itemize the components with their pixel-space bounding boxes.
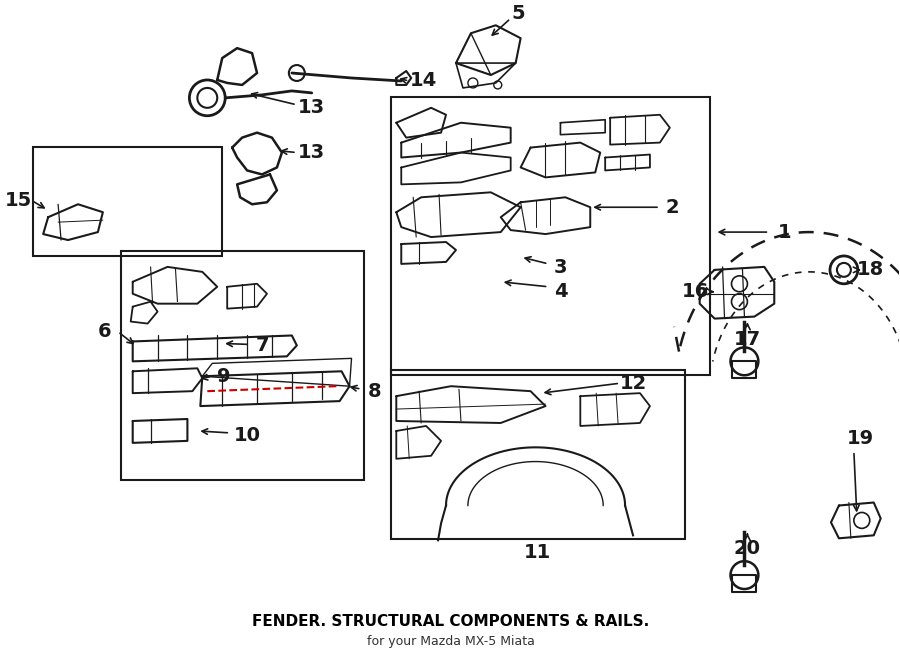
Bar	[33, 147, 222, 256]
Text: 20: 20	[734, 539, 760, 558]
Text: 4: 4	[554, 282, 567, 301]
Text: 13: 13	[298, 143, 325, 162]
Text: 2: 2	[665, 198, 679, 217]
Text: 15: 15	[4, 191, 32, 210]
Text: 10: 10	[234, 426, 261, 446]
Text: 16: 16	[682, 282, 709, 301]
Bar	[121, 251, 364, 480]
Text: FENDER. STRUCTURAL COMPONENTS & RAILS.: FENDER. STRUCTURAL COMPONENTS & RAILS.	[252, 614, 650, 629]
Text: 13: 13	[298, 98, 325, 117]
Text: 19: 19	[847, 430, 875, 448]
Text: 8: 8	[367, 381, 382, 401]
Text: 3: 3	[554, 258, 567, 278]
Bar	[392, 97, 709, 375]
Text: 5: 5	[512, 4, 526, 23]
Text: 11: 11	[524, 543, 551, 562]
Text: 17: 17	[734, 330, 761, 349]
Text: 14: 14	[410, 71, 436, 91]
Text: 7: 7	[256, 336, 269, 355]
Text: 1: 1	[778, 223, 791, 241]
Text: for your Mazda MX-5 Miata: for your Mazda MX-5 Miata	[367, 635, 535, 648]
Text: 12: 12	[619, 373, 647, 393]
Text: 18: 18	[857, 260, 885, 280]
Text: 6: 6	[98, 322, 112, 341]
Bar	[392, 370, 685, 539]
Text: 9: 9	[218, 367, 231, 386]
